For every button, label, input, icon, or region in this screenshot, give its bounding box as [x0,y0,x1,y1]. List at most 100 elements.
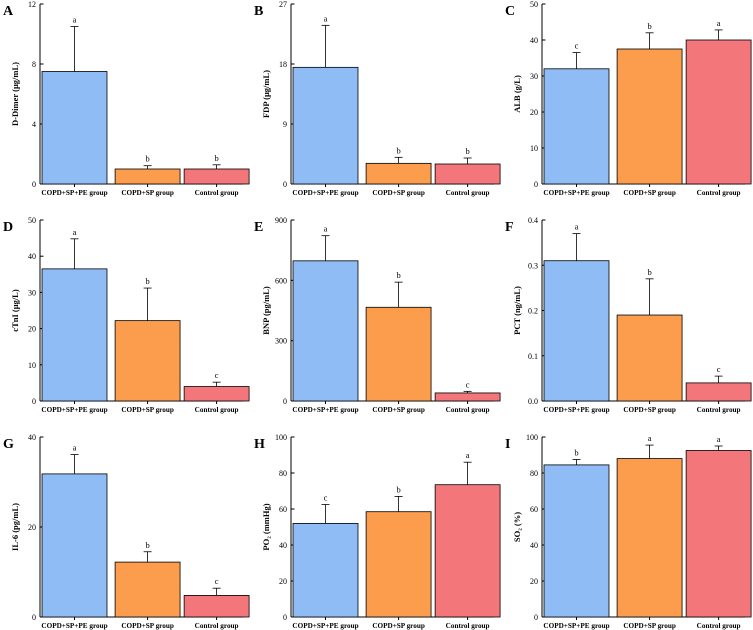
bar-copd-sp-group [616,314,683,402]
bar-copd-sp-group [114,320,181,402]
y-axis-title: BNP (pg/mL) [261,286,271,335]
bar-copd-sp-group [365,511,432,618]
y-tick-label: 300 [275,337,287,346]
significance-letter: a [648,433,652,443]
x-tick-label: COPD+SP group [623,189,676,197]
y-tick-label: 100 [275,433,287,442]
y-tick-label: 8 [32,60,36,69]
x-tick-label: COPD+SP+PE group [41,622,107,630]
y-tick-label: 0.1 [528,352,538,361]
y-tick-label: 0 [32,397,36,406]
y-tick-label: 50 [530,0,538,9]
x-tick-label: COPD+SP+PE group [543,622,609,630]
y-tick-label: 60 [530,505,538,514]
bar-copd-sp-pe-group [543,464,610,618]
x-tick-label: Control group [697,406,741,414]
y-tick-label: 60 [279,505,287,514]
y-tick-label: 0 [534,613,538,622]
significance-letter: a [73,15,77,25]
y-tick-label: 0 [32,613,36,622]
x-tick-label: COPD+SP+PE group [292,406,358,414]
bar-control-group [183,386,250,402]
x-tick-label: Control group [195,189,239,197]
x-tick-label: COPD+SP group [121,622,174,630]
y-tick-label: 0.2 [528,307,538,316]
y-tick-label: 900 [275,216,287,225]
bar-control-group [434,484,501,618]
panel-letter: C [505,4,515,19]
y-tick-label: 27 [279,0,287,9]
significance-letter: a [717,18,721,28]
panel-e: E 0 300 600 900 BNP (pg/mL) a COPD+SP+PE group b… [254,216,501,414]
y-tick-label: 20 [530,108,538,117]
bar-control-group [685,382,752,402]
y-tick-label: 40 [530,36,538,45]
panel-letter: A [3,4,14,19]
y-tick-label: 12 [28,0,36,9]
significance-letter: c [717,364,721,374]
y-tick-label: 80 [279,469,287,478]
y-tick-label: 20 [28,325,36,334]
bar-copd-sp-pe-group [41,71,108,185]
significance-letter: a [324,224,328,234]
bar-copd-sp-group [365,162,432,185]
y-tick-label: 0.3 [528,261,538,270]
bar-copd-sp-pe-group [292,66,359,185]
y-tick-label: 80 [530,469,538,478]
y-tick-label: 40 [28,252,36,261]
x-tick-label: COPD+SP+PE group [41,189,107,197]
panel-d: D 0 10 20 30 40 50 cTnI (μg/L) a COPD+SP+PE group… [3,216,250,414]
significance-letter: b [647,267,651,277]
y-tick-label: 40 [279,541,287,550]
significance-letter: c [324,493,328,503]
panel-letter: D [3,220,13,235]
significance-letter: b [396,270,400,280]
bar-control-group [434,163,501,185]
x-tick-label: Control group [446,189,490,197]
bar-copd-sp-pe-group [543,260,610,402]
x-tick-label: COPD+SP+PE group [543,406,609,414]
significance-letter: c [466,379,470,389]
panel-letter: F [505,220,514,235]
bar-control-group [685,450,752,618]
significance-letter: a [466,450,470,460]
bar-control-group [434,392,501,402]
y-tick-label: 600 [275,276,287,285]
significance-letter: b [465,146,469,156]
significance-letter: b [145,154,149,164]
bar-copd-sp-pe-group [41,473,108,618]
y-tick-label: 0.0 [528,397,538,406]
bar-copd-sp-group [114,561,181,618]
x-tick-label: COPD+SP group [623,622,676,630]
bar-copd-sp-group [616,458,683,618]
bar-copd-sp-group [616,48,683,185]
bar-copd-sp-group [114,168,181,185]
x-tick-label: COPD+SP group [121,406,174,414]
y-tick-label: 10 [28,361,36,370]
bar-copd-sp-pe-group [543,68,610,185]
y-tick-label: 30 [28,288,36,297]
bar-control-group [183,168,250,185]
bar-control-group [183,595,250,618]
x-tick-label: Control group [446,622,490,630]
y-axis-title: SO₂ (%) [512,512,522,542]
y-axis-title: PCT (ng/mL) [512,286,522,335]
panel-h: H 0 20 40 60 80 100 PO₂ (mmHg) c COPD+SP+PE group… [254,433,501,630]
x-tick-label: COPD+SP+PE group [292,189,358,197]
significance-letter: c [575,41,579,51]
significance-letter: c [215,576,219,586]
significance-letter: a [717,434,721,444]
y-tick-label: 30 [530,72,538,81]
y-tick-label: 18 [279,60,287,69]
y-tick-label: 10 [530,144,538,153]
significance-letter: b [145,276,149,286]
x-tick-label: COPD+SP group [623,406,676,414]
y-axis-title: PO₂ (mmHg) [261,503,271,550]
x-tick-label: Control group [697,189,741,197]
significance-letter: a [73,443,77,453]
y-tick-label: 50 [28,216,36,225]
y-tick-label: 20 [530,577,538,586]
y-tick-label: 0 [283,180,287,189]
y-tick-label: 0 [283,613,287,622]
